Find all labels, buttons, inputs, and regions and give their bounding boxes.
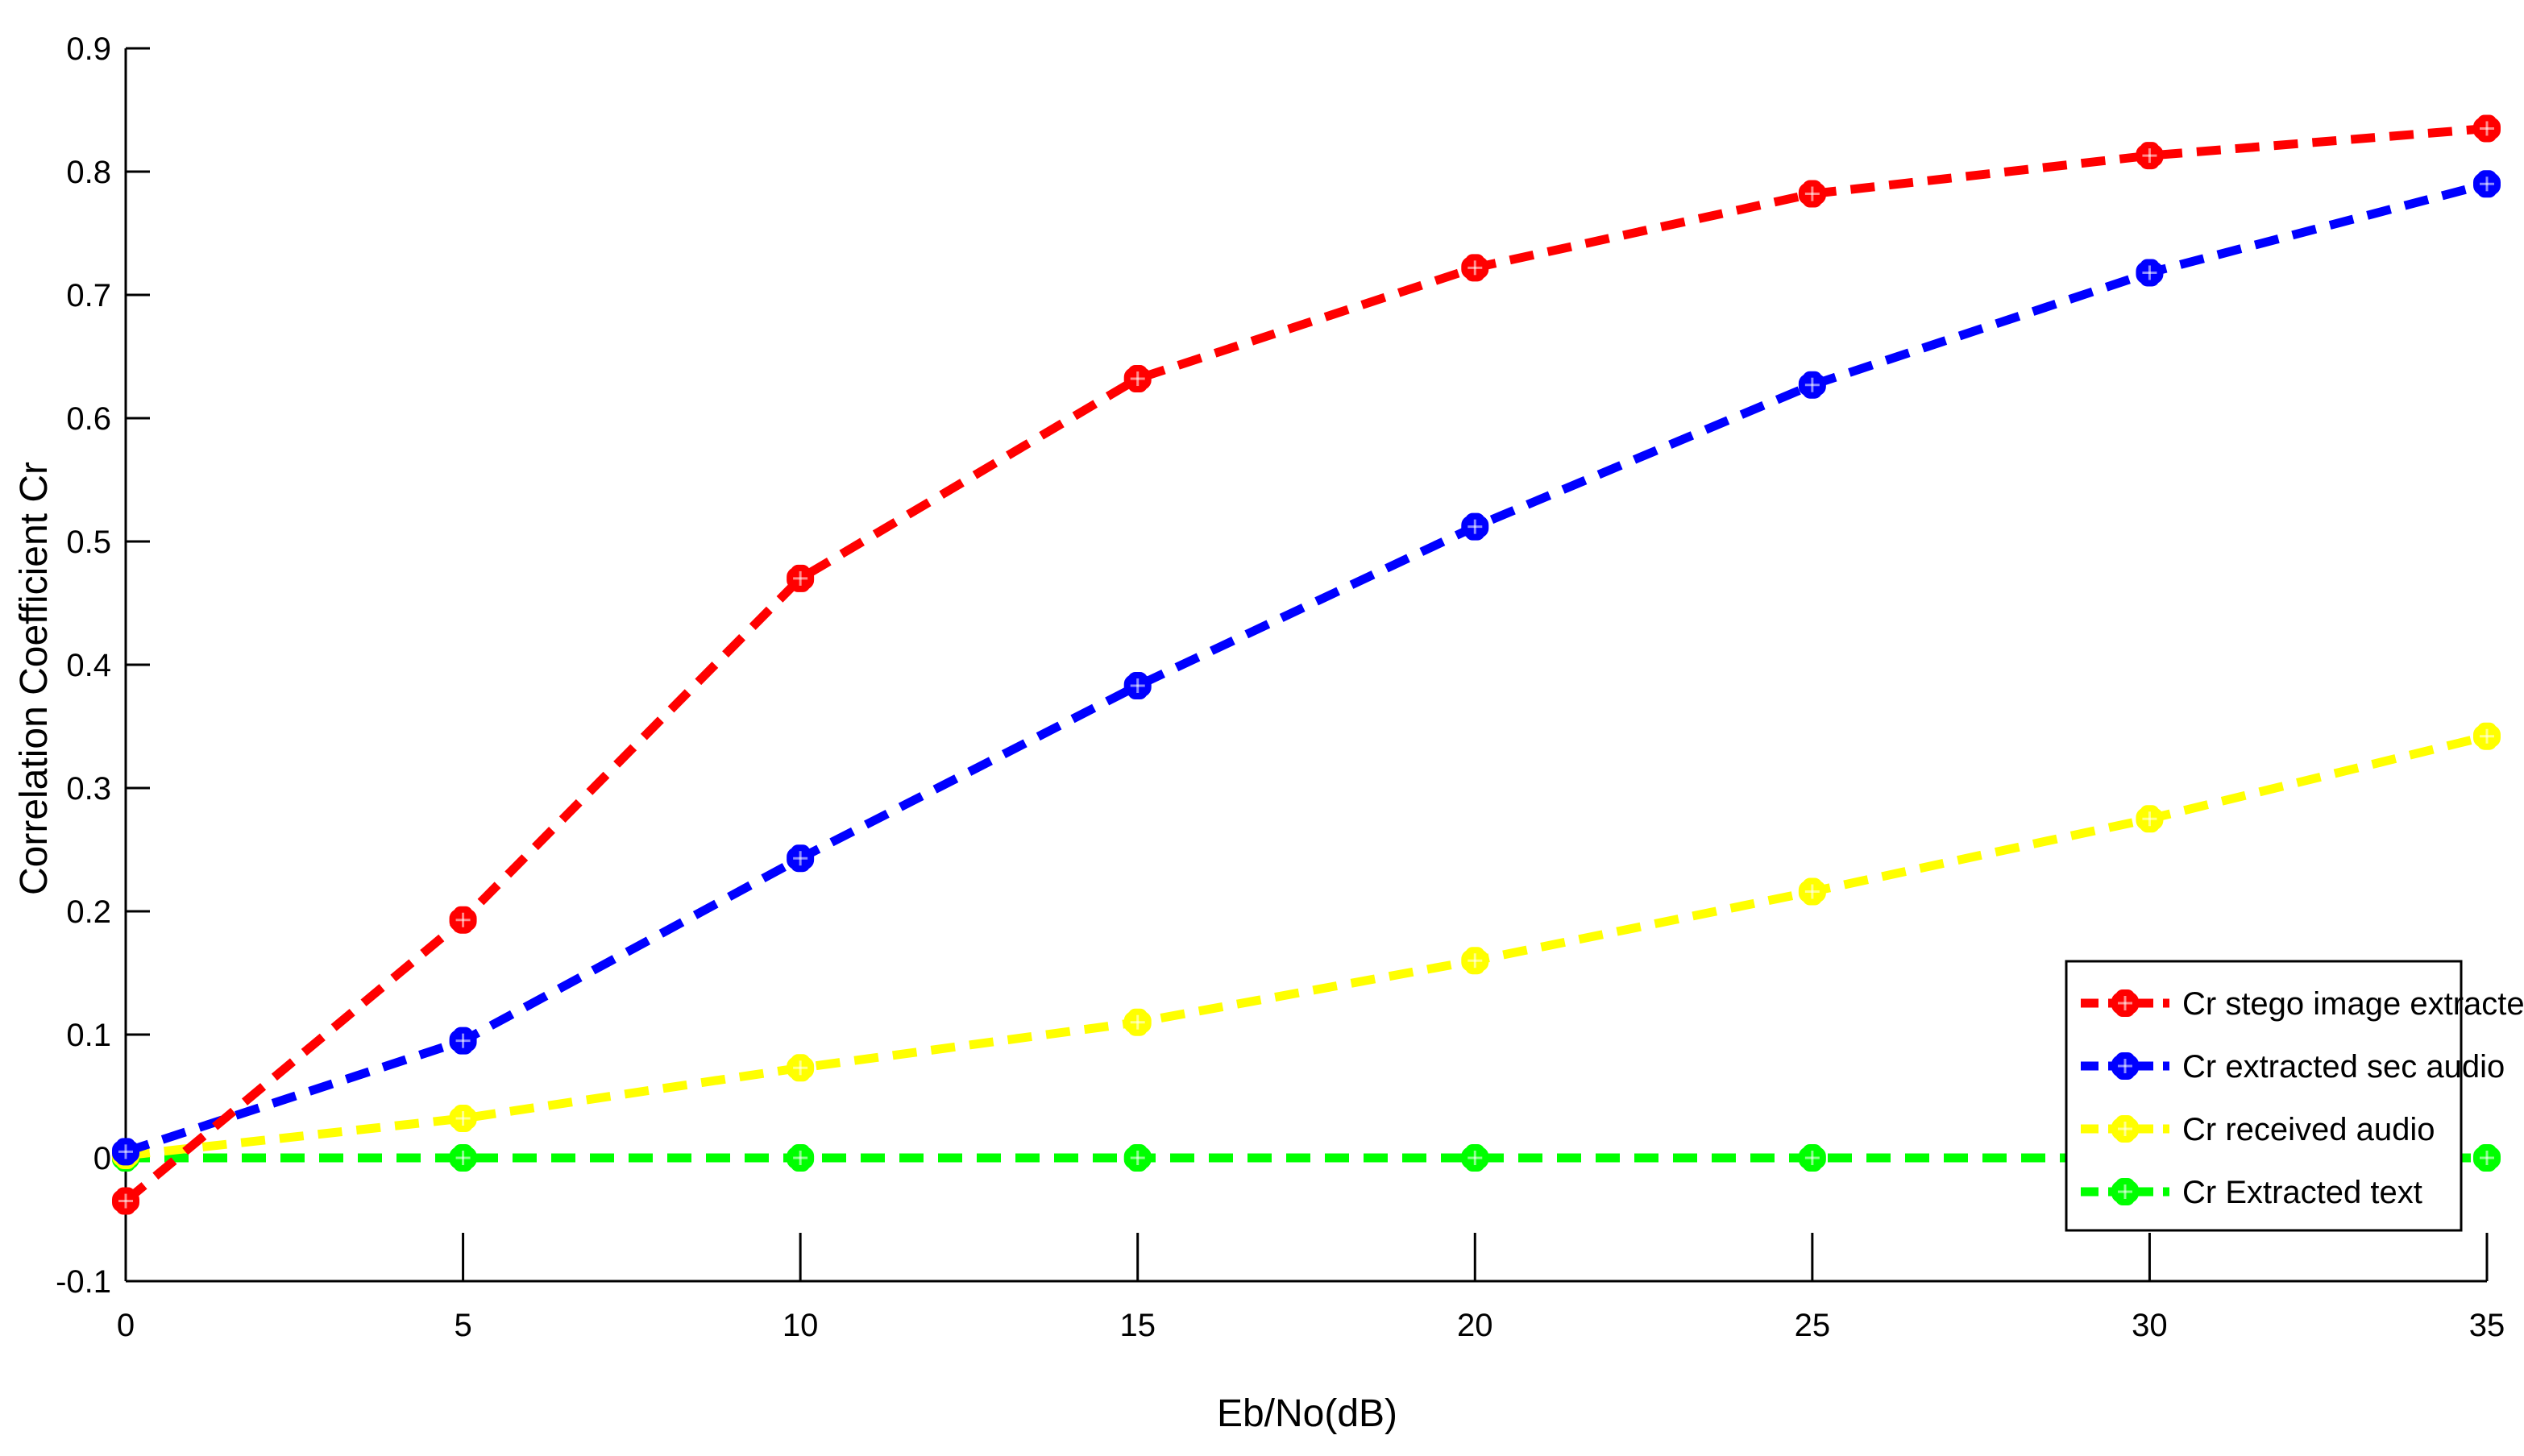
y-tick-label: 0.9 bbox=[66, 31, 111, 67]
tick-labels: 0 5 10 15 20 25 30 35-0.100.10.20.30.40.50.60.7… bbox=[56, 31, 2505, 1343]
x-axis-title: Eb/No(dB) bbox=[1217, 1392, 1397, 1435]
series-0 bbox=[112, 114, 2501, 1215]
legend-item: Cr Extracted text bbox=[2081, 1175, 2422, 1210]
data-point bbox=[449, 1144, 477, 1172]
x-tick-label: 25 bbox=[1795, 1308, 1831, 1343]
x-tick-label: 0 bbox=[117, 1308, 135, 1343]
y-tick-label: 0.8 bbox=[66, 155, 111, 190]
x-tick-label: 30 bbox=[2132, 1308, 2168, 1343]
data-point bbox=[449, 1027, 477, 1055]
data-point bbox=[2136, 259, 2164, 287]
y-tick-label: 0 bbox=[93, 1141, 111, 1176]
data-point bbox=[1461, 1144, 1489, 1172]
y-tick-label: 0.4 bbox=[66, 648, 111, 683]
y-tick-label: 0.6 bbox=[66, 401, 111, 437]
series-line bbox=[125, 732, 2489, 1160]
data-point bbox=[1123, 1144, 1152, 1172]
x-tick-label: 15 bbox=[1119, 1308, 1156, 1343]
data-point bbox=[112, 1187, 139, 1215]
legend-label: Cr extracted sec audio bbox=[2182, 1049, 2505, 1085]
series-line bbox=[122, 124, 2488, 1205]
data-point bbox=[1798, 371, 1826, 399]
legend-item: Cr received audio bbox=[2081, 1112, 2435, 1147]
data-point bbox=[2473, 722, 2501, 750]
y-tick-label: 0.3 bbox=[66, 771, 111, 807]
y-axis-title: Correlation Coefficient Cr bbox=[13, 462, 56, 895]
data-point bbox=[449, 906, 477, 934]
data-point bbox=[787, 1144, 815, 1172]
x-tick-label: 10 bbox=[783, 1308, 819, 1343]
x-tick-label: 35 bbox=[2469, 1308, 2505, 1343]
data-point bbox=[1123, 365, 1152, 393]
data-point bbox=[2473, 170, 2501, 198]
legend-item: Cr stego image extracted bbox=[2081, 986, 2524, 1022]
data-point bbox=[1798, 1144, 1826, 1172]
data-point bbox=[1461, 947, 1489, 975]
legend-marker bbox=[2111, 1178, 2139, 1205]
series-1 bbox=[112, 170, 2501, 1166]
legend-marker bbox=[2111, 1115, 2139, 1143]
y-tick-label: 0.7 bbox=[66, 278, 111, 313]
series-lines bbox=[112, 114, 2501, 1215]
y-tick-label: 0.2 bbox=[66, 894, 111, 930]
y-tick-label: 0.5 bbox=[66, 525, 111, 560]
legend-item: Cr extracted sec audio bbox=[2081, 1049, 2505, 1085]
data-point bbox=[787, 1054, 815, 1082]
legend-marker bbox=[2111, 989, 2139, 1017]
legend-label: Cr Extracted text bbox=[2182, 1175, 2422, 1210]
data-point bbox=[1798, 180, 1826, 208]
data-point bbox=[1461, 254, 1489, 282]
data-point bbox=[2136, 142, 2164, 170]
data-point bbox=[787, 564, 815, 592]
data-point bbox=[449, 1105, 477, 1133]
data-point bbox=[2473, 1144, 2501, 1172]
data-point bbox=[1123, 672, 1152, 700]
data-point bbox=[787, 844, 815, 873]
x-tick-label: 20 bbox=[1457, 1308, 1493, 1343]
legend-label: Cr stego image extracted bbox=[2182, 986, 2524, 1022]
data-point bbox=[2136, 805, 2164, 833]
legend-marker bbox=[2111, 1052, 2139, 1080]
data-point bbox=[2473, 114, 2501, 143]
data-point bbox=[1123, 1008, 1152, 1036]
legend: Cr stego image extracted Cr extracted sec… bbox=[2065, 960, 2524, 1232]
x-tick-label: 5 bbox=[454, 1308, 471, 1343]
y-tick-label: 0.1 bbox=[66, 1018, 111, 1053]
y-tick-label: -0.1 bbox=[56, 1264, 111, 1300]
data-point bbox=[112, 1138, 139, 1166]
legend-label: Cr received audio bbox=[2182, 1112, 2435, 1147]
data-point bbox=[1798, 877, 1826, 906]
data-point bbox=[1461, 512, 1489, 541]
